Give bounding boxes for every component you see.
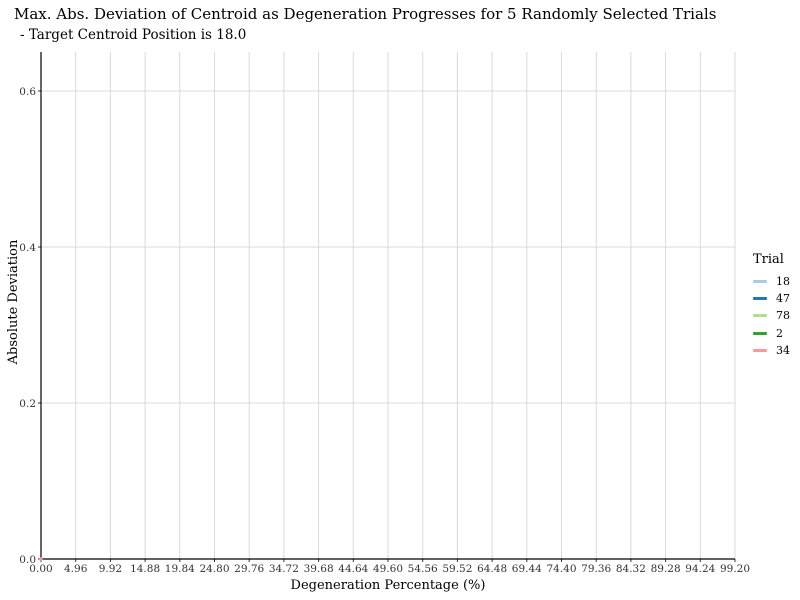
legend: Trial 18 47 78 2 34 — [753, 252, 790, 359]
legend-swatch — [753, 314, 767, 318]
x-tick-label: 4.96 — [64, 563, 88, 575]
tick-labels: 0.00 4.96 9.92 14.88 19.84 24.80 29.76 34.72 39.… — [19, 86, 750, 575]
x-tick-label: 44.64 — [338, 563, 368, 575]
legend-item-78: 78 — [753, 307, 790, 324]
legend-label: 2 — [776, 326, 783, 340]
legend-label: 34 — [776, 343, 790, 357]
x-tick-label: 54.56 — [408, 563, 438, 575]
legend-swatch — [753, 297, 767, 301]
x-tick-label: 79.36 — [581, 563, 611, 575]
x-tick-label: 59.52 — [442, 563, 472, 575]
legend-swatch — [753, 348, 767, 352]
legend-swatch — [753, 331, 767, 335]
x-tick-label: 49.60 — [373, 563, 403, 575]
legend-label: 47 — [776, 292, 790, 306]
x-tick-label: 99.20 — [720, 563, 750, 575]
x-tick-label: 69.44 — [512, 563, 542, 575]
series-lines — [39, 557, 43, 561]
legend-label: 18 — [776, 275, 790, 289]
legend-item-2: 2 — [753, 325, 790, 342]
y-tick-label: 0.2 — [19, 398, 36, 410]
legend-swatch — [753, 280, 767, 284]
x-tick-label: 29.76 — [234, 563, 264, 575]
legend-title: Trial — [753, 252, 784, 267]
y-tick-label: 0.0 — [19, 554, 36, 566]
x-tick-label: 84.32 — [616, 563, 646, 575]
chart-title: Max. Abs. Deviation of Centroid as Degen… — [14, 5, 717, 23]
x-tick-label: 0.00 — [29, 563, 52, 575]
x-tick-label: 94.24 — [685, 563, 715, 575]
legend-item-18: 18 — [753, 273, 790, 290]
grid-lines — [40, 52, 736, 560]
y-axis-label: Absolute Deviation — [6, 239, 21, 365]
x-tick-label: 89.28 — [651, 563, 681, 575]
x-axis-label: Degeneration Percentage (%) — [291, 578, 486, 593]
y-tick-label: 0.4 — [19, 242, 36, 254]
legend-label: 78 — [776, 309, 790, 323]
x-tick-label: 14.88 — [130, 563, 160, 575]
series-line-34 — [39, 557, 43, 561]
x-tick-label: 74.40 — [546, 563, 576, 575]
legend-item-34: 34 — [753, 342, 790, 359]
chart-subtitle: - Target Centroid Position is 18.0 — [20, 27, 247, 43]
x-tick-label: 24.80 — [199, 563, 229, 575]
x-tick-label: 9.92 — [99, 563, 122, 575]
x-tick-label: 64.48 — [477, 563, 507, 575]
x-tick-label: 39.68 — [304, 563, 334, 575]
legend-items: 18 47 78 2 34 — [753, 273, 790, 359]
y-tick-label: 0.6 — [19, 86, 36, 98]
x-tick-label: 19.84 — [165, 563, 195, 575]
axes — [38, 52, 736, 562]
x-tick-label: 34.72 — [269, 563, 299, 575]
legend-item-47: 47 — [753, 290, 790, 307]
